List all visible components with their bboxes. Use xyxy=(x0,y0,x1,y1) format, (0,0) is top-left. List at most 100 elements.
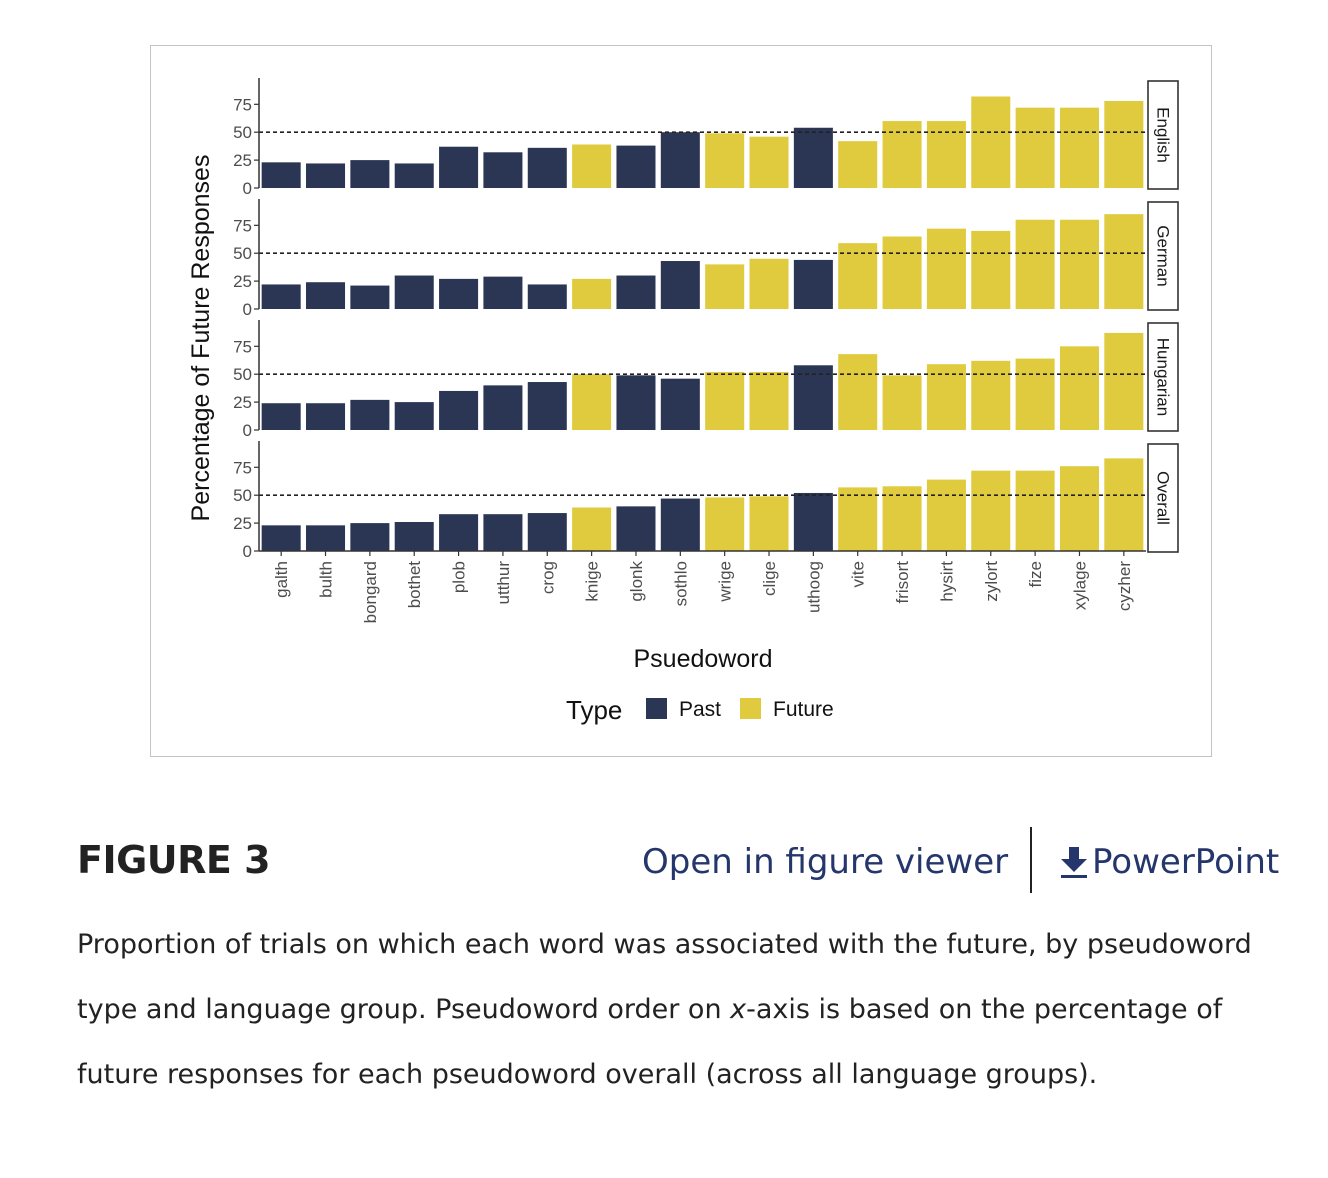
bar-german-utthur xyxy=(483,276,523,309)
x-tick-label-bothet: bothet xyxy=(405,561,424,609)
y-tick-label-german-75: 75 xyxy=(233,216,252,235)
bar-hungarian-frisort xyxy=(882,375,922,430)
faceted-bar-chart: 0 25 50 75 English 0 25 50 75 German 0 25 50 75 Hungar… xyxy=(187,78,1179,725)
bar-hungarian-wrige xyxy=(705,371,745,430)
bar-hungarian-uthoog xyxy=(793,365,833,430)
bar-english-plob xyxy=(439,146,479,188)
bar-overall-frisort xyxy=(882,486,922,551)
bar-german-zylort xyxy=(971,230,1011,309)
bar-english-bothet xyxy=(394,163,434,188)
bar-hungarian-cyzher xyxy=(1104,332,1144,430)
x-tick-label-wrige: wrige xyxy=(716,561,735,603)
bar-english-knige xyxy=(572,144,612,188)
x-tick-label-vite: vite xyxy=(849,561,868,587)
y-tick-label-english-25: 25 xyxy=(233,151,252,170)
bar-hungarian-fize xyxy=(1015,358,1055,430)
x-tick-label-zylort: zylort xyxy=(982,561,1001,602)
bar-english-vite xyxy=(838,141,878,188)
y-tick-label-german-25: 25 xyxy=(233,272,252,291)
bar-hungarian-crog xyxy=(527,382,567,430)
bar-german-uthoog xyxy=(793,259,833,309)
bar-english-frisort xyxy=(882,121,922,188)
bar-overall-sothlo xyxy=(660,498,700,551)
bar-english-uthoog xyxy=(793,127,833,188)
bar-german-cyzher xyxy=(1104,214,1144,309)
facet-strip-german xyxy=(1147,201,1179,311)
x-tick-label-xylage: xylage xyxy=(1070,561,1089,610)
x-tick-label-crog: crog xyxy=(538,561,557,594)
bar-overall-hysirt xyxy=(926,479,966,551)
bar-hungarian-bongard xyxy=(350,399,390,430)
bar-hungarian-glonk xyxy=(616,375,656,430)
bar-english-galth xyxy=(261,162,301,188)
link-divider xyxy=(1030,827,1032,893)
legend-swatch-past xyxy=(646,698,667,719)
bar-german-bulth xyxy=(306,282,346,309)
x-tick-label-frisort: frisort xyxy=(893,561,912,604)
x-tick-label-plob: plob xyxy=(450,561,469,593)
bar-hungarian-clige xyxy=(749,371,789,430)
bar-german-crog xyxy=(527,284,567,309)
x-tick-label-hysirt: hysirt xyxy=(937,561,956,602)
facet-label-hungarian: Hungarian xyxy=(1154,338,1173,416)
bar-german-galth xyxy=(261,284,301,309)
facet-label-english: English xyxy=(1154,107,1173,163)
bar-german-frisort xyxy=(882,236,922,309)
bar-overall-bulth xyxy=(306,525,346,551)
bar-english-hysirt xyxy=(926,121,966,188)
bar-german-knige xyxy=(572,278,612,309)
bar-english-zylort xyxy=(971,96,1011,188)
y-tick-label-english-0: 0 xyxy=(243,179,252,198)
powerpoint-download-link[interactable]: PowerPoint xyxy=(1058,842,1279,882)
bar-hungarian-zylort xyxy=(971,360,1011,430)
y-tick-label-english-75: 75 xyxy=(233,95,252,114)
bar-german-hysirt xyxy=(926,228,966,309)
legend-label-future: Future xyxy=(773,698,834,721)
legend-title: Type xyxy=(566,695,622,725)
bar-overall-galth xyxy=(261,525,301,551)
legend-swatch-future xyxy=(740,698,761,719)
bar-english-cyzher xyxy=(1104,100,1144,188)
powerpoint-label: PowerPoint xyxy=(1092,842,1280,882)
bar-german-xylage xyxy=(1059,219,1099,309)
download-icon xyxy=(1061,847,1087,878)
bar-hungarian-plob xyxy=(439,390,479,430)
y-tick-label-hungarian-0: 0 xyxy=(243,421,252,440)
bar-english-crog xyxy=(527,147,567,188)
bar-overall-utthur xyxy=(483,514,523,551)
bar-english-utthur xyxy=(483,152,523,188)
facet-strip-hungarian xyxy=(1147,322,1179,432)
bar-overall-zylort xyxy=(971,470,1011,551)
y-tick-label-english-50: 50 xyxy=(233,123,252,142)
x-tick-label-knige: knige xyxy=(583,561,602,602)
bar-overall-cyzher xyxy=(1104,458,1144,551)
x-tick-label-sothlo: sothlo xyxy=(671,561,690,606)
x-tick-label-clige: clige xyxy=(760,561,779,596)
caption-italic-x: x xyxy=(730,994,747,1025)
bar-overall-uthoog xyxy=(793,492,833,551)
open-figure-viewer-link[interactable]: Open in figure viewer xyxy=(642,842,1009,882)
bar-overall-vite xyxy=(838,487,878,551)
bar-german-vite xyxy=(838,243,878,309)
y-tick-label-hungarian-50: 50 xyxy=(233,365,252,384)
y-tick-label-german-50: 50 xyxy=(233,244,252,263)
y-tick-label-hungarian-75: 75 xyxy=(233,337,252,356)
caption-text-end: -axis is based on the percentage of futu… xyxy=(77,994,1223,1090)
facet-strip-overall xyxy=(1147,443,1179,553)
bar-german-wrige xyxy=(705,264,745,309)
bar-german-bongard xyxy=(350,285,390,309)
bar-english-bongard xyxy=(350,160,390,188)
y-tick-label-overall-25: 25 xyxy=(233,514,252,533)
bar-hungarian-bulth xyxy=(306,403,346,430)
bar-hungarian-hysirt xyxy=(926,364,966,430)
bar-overall-fize xyxy=(1015,470,1055,551)
figure-heading: FIGURE 3 xyxy=(77,838,271,882)
y-axis-title: Percentage of Future Responses xyxy=(187,155,215,522)
bar-overall-plob xyxy=(439,514,479,551)
x-tick-label-glonk: glonk xyxy=(627,561,646,602)
legend-label-past: Past xyxy=(679,698,721,721)
x-tick-label-bongard: bongard xyxy=(361,561,380,623)
bar-german-sothlo xyxy=(660,261,700,309)
bar-german-bothet xyxy=(394,275,434,309)
bar-english-clige xyxy=(749,136,789,188)
